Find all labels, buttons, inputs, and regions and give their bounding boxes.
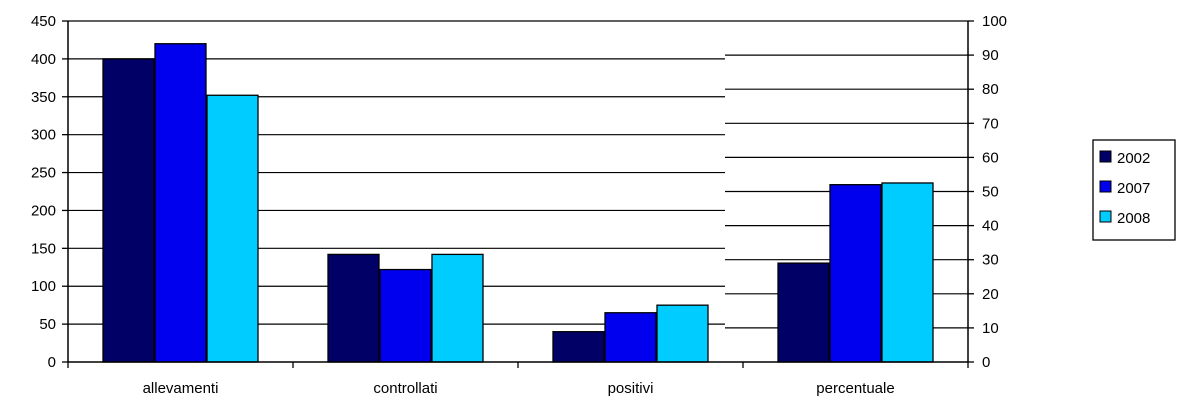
left-axis-ticks: 0 50 100 150 200 250 300 350 400 450 <box>31 13 68 371</box>
left-tick-label: 250 <box>31 165 56 182</box>
right-tick-label: 100 <box>982 13 1007 30</box>
category-label: allevamenti <box>143 380 219 397</box>
bar-2002-allevamenti <box>102 58 155 363</box>
left-tick-label: 150 <box>31 240 56 257</box>
right-tick-label: 70 <box>982 115 999 132</box>
bars <box>102 43 934 363</box>
right-tick-label: 40 <box>982 218 999 235</box>
category-label: controllati <box>373 380 437 397</box>
left-tick-label: 50 <box>39 316 56 333</box>
category-labels: allevamenti controllati positivi percentual… <box>143 380 895 397</box>
legend-label-2007: 2007 <box>1117 180 1150 197</box>
left-tick-label: 300 <box>31 127 56 144</box>
left-tick-label: 0 <box>48 354 56 371</box>
legend: 2002 2007 2008 <box>1092 139 1176 241</box>
left-tick-label: 450 <box>31 13 56 30</box>
bar-2007-percentuale <box>829 184 882 363</box>
right-tick-label: 20 <box>982 286 999 303</box>
bar-2008-allevamenti <box>206 94 259 363</box>
legend-label-2008: 2008 <box>1117 210 1150 227</box>
right-tick-label: 90 <box>982 47 999 64</box>
bar-2008-controllati <box>431 253 484 363</box>
right-tick-label: 50 <box>982 184 999 201</box>
legend-label-2002: 2002 <box>1117 150 1150 167</box>
right-tick-label: 10 <box>982 320 999 337</box>
left-tick-label: 200 <box>31 202 56 219</box>
right-tick-label: 30 <box>982 252 999 269</box>
bar-2007-allevamenti <box>154 43 207 363</box>
bar-2007-controllati <box>379 268 432 363</box>
left-tick-label: 100 <box>31 278 56 295</box>
bar-2002-positivi <box>552 331 605 363</box>
left-tick-label: 400 <box>31 51 56 68</box>
right-tick-label: 60 <box>982 149 999 166</box>
right-axis-ticks: 0 10 20 30 40 50 60 70 80 90 100 <box>968 13 1007 371</box>
bar-2002-controllati <box>327 253 380 363</box>
right-tick-label: 80 <box>982 81 999 98</box>
bar-2002-percentuale <box>777 262 830 363</box>
legend-swatch-2007 <box>1099 180 1112 193</box>
right-tick-label: 0 <box>982 354 990 371</box>
bar-2008-positivi <box>656 304 709 363</box>
category-label: positivi <box>608 380 654 397</box>
category-label: percentuale <box>816 380 894 397</box>
left-tick-label: 350 <box>31 89 56 106</box>
bar-2008-percentuale <box>881 182 934 363</box>
legend-swatch-2008 <box>1099 210 1112 223</box>
bar-2007-positivi <box>604 312 657 363</box>
legend-swatch-2002 <box>1099 150 1112 163</box>
